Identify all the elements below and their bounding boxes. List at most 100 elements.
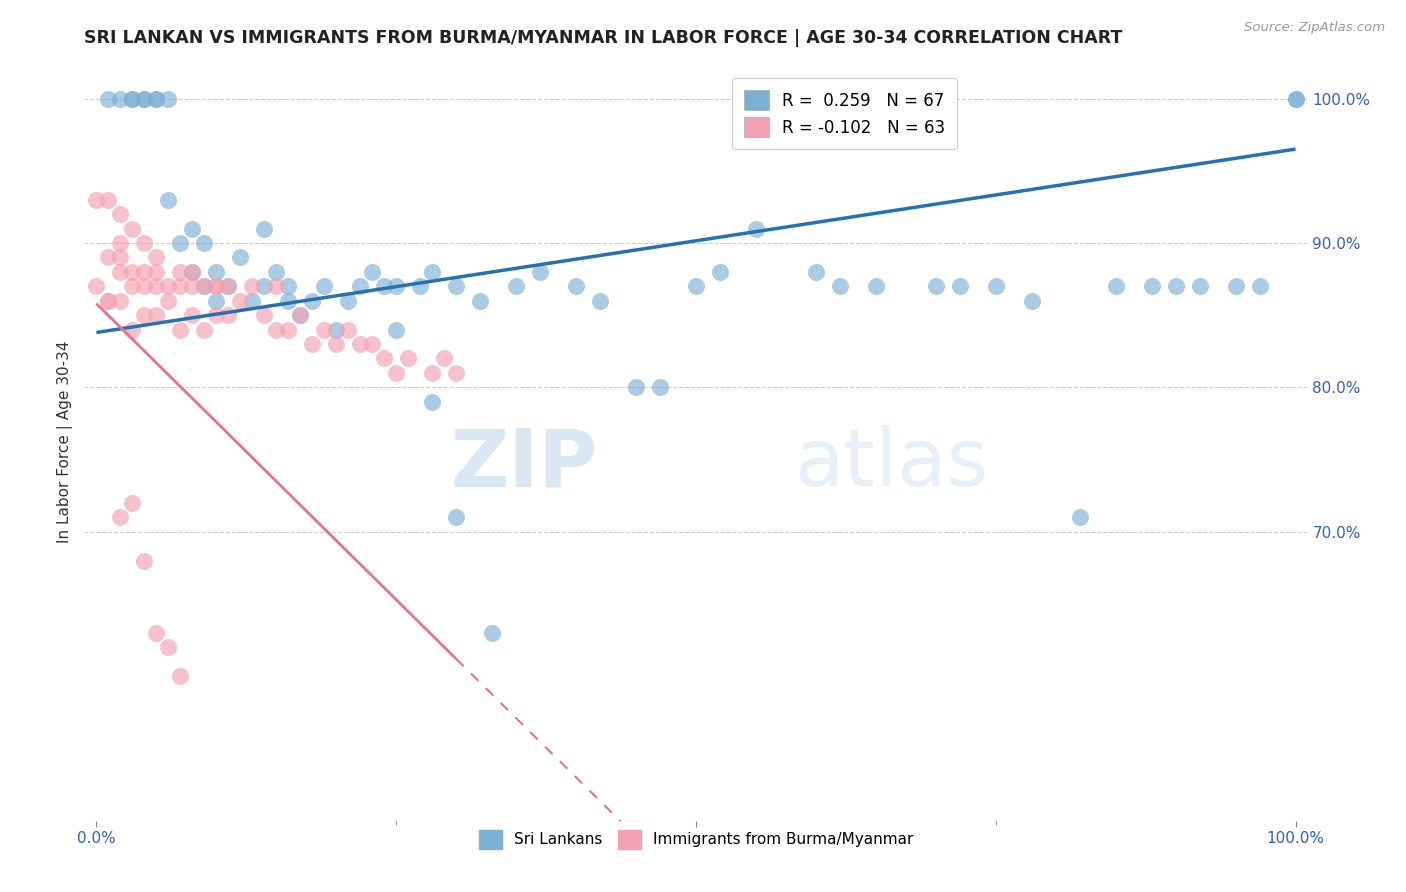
- Point: [290, 308, 312, 322]
- Point: [181, 265, 204, 279]
- Point: [169, 235, 191, 250]
- Point: [110, 293, 132, 308]
- Point: [169, 323, 191, 337]
- Point: [264, 323, 287, 337]
- Point: [444, 279, 467, 293]
- Point: [145, 308, 167, 322]
- Point: [181, 221, 204, 235]
- Point: [420, 265, 443, 279]
- Point: [804, 265, 827, 279]
- Point: [253, 221, 276, 235]
- Text: atlas: atlas: [794, 425, 988, 503]
- Point: [193, 323, 215, 337]
- Point: [240, 279, 263, 293]
- Point: [1164, 279, 1187, 293]
- Text: Source: ZipAtlas.com: Source: ZipAtlas.com: [1244, 21, 1385, 34]
- Point: [253, 279, 276, 293]
- Point: [745, 221, 768, 235]
- Point: [325, 323, 347, 337]
- Point: [1105, 279, 1128, 293]
- Point: [349, 279, 371, 293]
- Point: [396, 351, 419, 366]
- Point: [157, 193, 180, 207]
- Point: [134, 235, 156, 250]
- Point: [86, 193, 108, 207]
- Point: [217, 308, 239, 322]
- Point: [145, 626, 167, 640]
- Point: [373, 279, 395, 293]
- Point: [97, 251, 120, 265]
- Point: [984, 279, 1007, 293]
- Point: [205, 308, 228, 322]
- Point: [121, 265, 143, 279]
- Point: [157, 293, 180, 308]
- Point: [157, 279, 180, 293]
- Point: [134, 308, 156, 322]
- Point: [145, 265, 167, 279]
- Point: [325, 337, 347, 351]
- Point: [205, 293, 228, 308]
- Point: [828, 279, 851, 293]
- Point: [110, 91, 132, 105]
- Point: [468, 293, 491, 308]
- Point: [181, 308, 204, 322]
- Point: [290, 308, 312, 322]
- Point: [565, 279, 588, 293]
- Point: [229, 251, 252, 265]
- Point: [1249, 279, 1271, 293]
- Point: [301, 337, 323, 351]
- Point: [181, 279, 204, 293]
- Point: [145, 91, 167, 105]
- Point: [361, 265, 384, 279]
- Point: [481, 626, 503, 640]
- Point: [169, 279, 191, 293]
- Point: [314, 323, 336, 337]
- Point: [337, 293, 360, 308]
- Point: [97, 293, 120, 308]
- Point: [217, 279, 239, 293]
- Text: SRI LANKAN VS IMMIGRANTS FROM BURMA/MYANMAR IN LABOR FORCE | AGE 30-34 CORRELATI: SRI LANKAN VS IMMIGRANTS FROM BURMA/MYAN…: [84, 29, 1123, 47]
- Point: [181, 265, 204, 279]
- Point: [529, 265, 551, 279]
- Point: [1140, 279, 1163, 293]
- Point: [277, 293, 299, 308]
- Point: [205, 279, 228, 293]
- Point: [865, 279, 887, 293]
- Point: [505, 279, 527, 293]
- Point: [253, 308, 276, 322]
- Point: [121, 496, 143, 510]
- Y-axis label: In Labor Force | Age 30-34: In Labor Force | Age 30-34: [58, 340, 73, 543]
- Point: [217, 279, 239, 293]
- Point: [229, 293, 252, 308]
- Point: [121, 221, 143, 235]
- Point: [277, 323, 299, 337]
- Point: [193, 235, 215, 250]
- Point: [134, 265, 156, 279]
- Legend: Sri Lankans, Immigrants from Burma/Myanmar: Sri Lankans, Immigrants from Burma/Myanm…: [472, 824, 920, 855]
- Point: [420, 394, 443, 409]
- Point: [1188, 279, 1211, 293]
- Point: [1225, 279, 1247, 293]
- Point: [157, 91, 180, 105]
- Point: [648, 380, 671, 394]
- Point: [685, 279, 707, 293]
- Point: [301, 293, 323, 308]
- Point: [145, 91, 167, 105]
- Point: [145, 279, 167, 293]
- Point: [121, 91, 143, 105]
- Point: [134, 91, 156, 105]
- Text: ZIP: ZIP: [451, 425, 598, 503]
- Point: [157, 640, 180, 655]
- Point: [97, 193, 120, 207]
- Point: [169, 265, 191, 279]
- Point: [121, 323, 143, 337]
- Point: [433, 351, 456, 366]
- Point: [145, 251, 167, 265]
- Point: [444, 366, 467, 380]
- Point: [385, 279, 408, 293]
- Point: [110, 251, 132, 265]
- Point: [1021, 293, 1043, 308]
- Point: [1069, 510, 1091, 524]
- Point: [409, 279, 432, 293]
- Point: [110, 265, 132, 279]
